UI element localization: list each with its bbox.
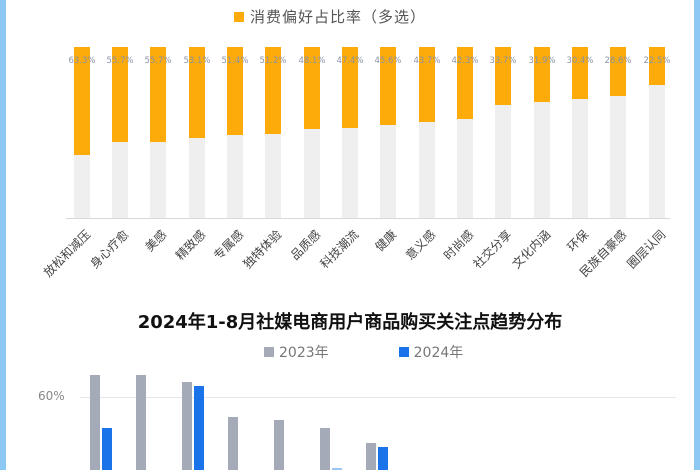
legend-swatch-orange bbox=[234, 11, 244, 22]
legend-item-2024: 2024年 bbox=[398, 342, 464, 362]
value-label: 28.6% bbox=[604, 56, 632, 66]
bar-9 bbox=[419, 47, 435, 218]
legend-item-2023: 2023年 bbox=[264, 342, 329, 362]
legend-label-2024: 2024年 bbox=[413, 345, 464, 361]
gridline-60 bbox=[80, 397, 676, 398]
bar-14 bbox=[610, 47, 626, 218]
right-border bbox=[694, 0, 700, 470]
legend-swatch-gray bbox=[264, 347, 274, 357]
value-label: 33.7% bbox=[489, 56, 517, 66]
value-label: 30.4% bbox=[566, 56, 594, 66]
value-label: 42.3% bbox=[451, 56, 479, 66]
chart2-legend: 2023年 2024年 bbox=[264, 342, 463, 362]
chart1-legend: 消费偏好占比率（多选） bbox=[234, 6, 426, 27]
legend-swatch-blue bbox=[398, 347, 409, 357]
value-label: 48.1% bbox=[298, 56, 326, 66]
bar-1 bbox=[112, 47, 128, 218]
legend-label-2023: 2023年 bbox=[279, 345, 329, 361]
bar-7 bbox=[342, 47, 358, 218]
bar-2024-0 bbox=[102, 428, 112, 470]
bar-5 bbox=[265, 47, 281, 218]
bar-0 bbox=[74, 47, 90, 218]
bar-2 bbox=[150, 47, 166, 218]
chart2-title: 2024年1-8月社媒电商用户商品购买关注点趋势分布 bbox=[137, 312, 563, 333]
bar-2024-6 bbox=[378, 447, 388, 470]
left-border bbox=[0, 0, 6, 470]
bar-12 bbox=[534, 47, 550, 218]
bar-2023-1 bbox=[136, 375, 146, 470]
value-label: 53.1% bbox=[183, 56, 211, 66]
bar-2024-2 bbox=[194, 386, 204, 470]
bar-2023-4 bbox=[274, 420, 284, 470]
bar-8 bbox=[380, 47, 396, 218]
chart1-legend-label: 消费偏好占比率（多选） bbox=[250, 8, 427, 26]
bar-13 bbox=[572, 47, 588, 218]
bar-6 bbox=[304, 47, 320, 218]
bar-2023-3 bbox=[228, 417, 238, 470]
value-label: 22.5% bbox=[643, 56, 671, 66]
y-tick-60: 60% bbox=[38, 389, 65, 403]
bar-2023-5 bbox=[320, 428, 330, 470]
chart1-x-axis bbox=[66, 218, 670, 219]
bar-2023-6 bbox=[366, 443, 376, 470]
value-label: 63.3% bbox=[68, 56, 96, 66]
bar-2023-0 bbox=[90, 375, 100, 470]
bar-11 bbox=[495, 47, 511, 218]
bar-2023-2 bbox=[182, 382, 192, 470]
bar-2024-5 bbox=[332, 468, 342, 470]
value-label: 45.6% bbox=[374, 56, 402, 66]
bar-10 bbox=[457, 47, 473, 218]
value-label: 31.9% bbox=[528, 56, 556, 66]
bar-4 bbox=[227, 47, 243, 218]
value-label: 51.4% bbox=[221, 56, 249, 66]
bar-15 bbox=[649, 47, 665, 218]
value-label: 43.7% bbox=[413, 56, 441, 66]
value-label: 47.4% bbox=[336, 56, 364, 66]
value-label: 55.7% bbox=[106, 56, 134, 66]
value-label: 55.7% bbox=[144, 56, 172, 66]
value-label: 51.2% bbox=[259, 56, 287, 66]
bar-3 bbox=[189, 47, 205, 218]
